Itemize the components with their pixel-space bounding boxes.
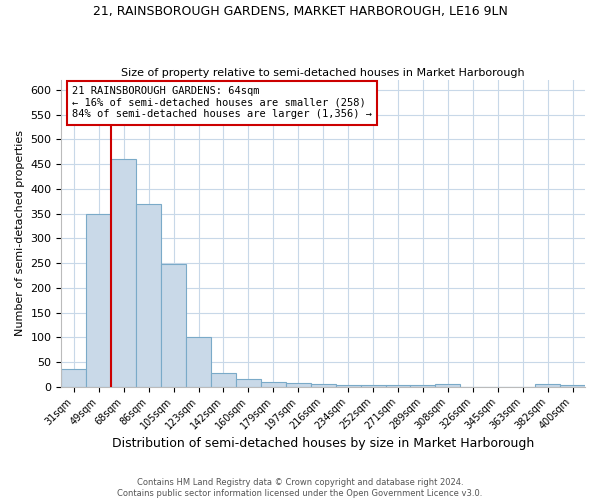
Bar [236, 380, 261, 386]
Bar [361, 384, 386, 386]
Bar [161, 264, 186, 386]
Bar [111, 160, 136, 386]
X-axis label: Distribution of semi-detached houses by size in Market Harborough: Distribution of semi-detached houses by … [112, 437, 535, 450]
Title: Size of property relative to semi-detached houses in Market Harborough: Size of property relative to semi-detach… [121, 68, 525, 78]
Bar [61, 370, 86, 386]
Bar [535, 384, 560, 386]
Bar [261, 382, 286, 386]
Bar [286, 384, 311, 386]
Bar [335, 384, 361, 386]
Bar [136, 204, 161, 386]
Bar [311, 384, 335, 386]
Text: 21 RAINSBOROUGH GARDENS: 64sqm
← 16% of semi-detached houses are smaller (258)
8: 21 RAINSBOROUGH GARDENS: 64sqm ← 16% of … [72, 86, 372, 120]
Bar [560, 384, 585, 386]
Text: 21, RAINSBOROUGH GARDENS, MARKET HARBOROUGH, LE16 9LN: 21, RAINSBOROUGH GARDENS, MARKET HARBORO… [92, 5, 508, 18]
Bar [386, 384, 410, 386]
Bar [186, 338, 211, 386]
Bar [410, 384, 436, 386]
Bar [211, 373, 236, 386]
Text: Contains HM Land Registry data © Crown copyright and database right 2024.
Contai: Contains HM Land Registry data © Crown c… [118, 478, 482, 498]
Bar [86, 214, 111, 386]
Bar [436, 384, 460, 386]
Y-axis label: Number of semi-detached properties: Number of semi-detached properties [15, 130, 25, 336]
